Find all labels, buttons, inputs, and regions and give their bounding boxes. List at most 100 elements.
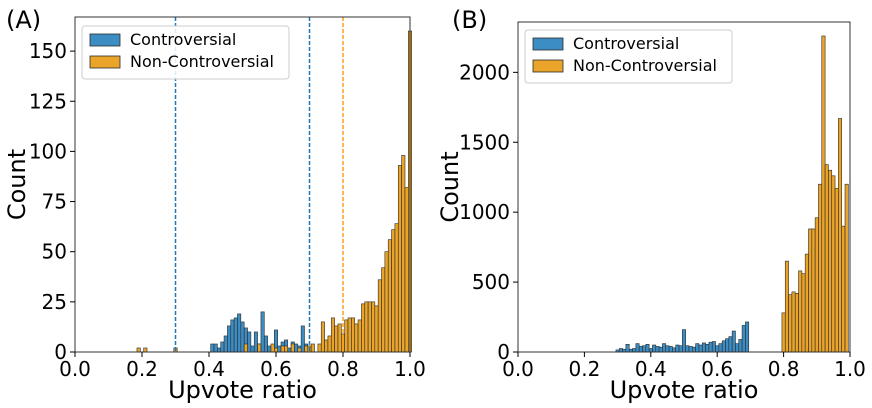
y-tick-label: 25 (42, 290, 67, 314)
x-axis-label: Upvote ratio (168, 376, 317, 404)
bar-controversial (725, 338, 730, 353)
x-tick-label: 0.2 (126, 357, 158, 381)
bar-controversial (698, 344, 703, 353)
x-tick-label: 0.2 (568, 357, 600, 381)
bar-controversial (718, 343, 723, 353)
bar-non-controversial (801, 273, 806, 353)
x-tick-label: 0.8 (327, 357, 359, 381)
x-tick-label: 0.8 (768, 357, 800, 381)
bar-controversial (695, 343, 700, 353)
bar-controversial (260, 311, 265, 353)
bar-controversial (735, 343, 740, 353)
bar-controversial (645, 344, 650, 353)
bar-controversial (638, 346, 643, 353)
x-tick-label: 1.0 (394, 357, 426, 381)
bar-controversial (678, 345, 683, 353)
bar-controversial (300, 325, 305, 353)
legend-box (81, 25, 290, 80)
bar-controversial (741, 325, 746, 353)
bar-non-controversial (781, 312, 786, 353)
x-tick-label: 0.4 (635, 357, 667, 381)
bar-non-controversial (401, 155, 406, 353)
bar-controversial (668, 346, 673, 353)
bar-non-controversial (351, 317, 356, 353)
x-axis-label: Upvote ratio (610, 376, 759, 404)
x-ticks: 0.0 0.2 0.4 0.6 0.8 1.0 (502, 352, 866, 381)
bar-controversial (287, 347, 292, 353)
bar-controversial (685, 345, 690, 353)
bar-non-controversial (297, 347, 302, 353)
bar-controversial (220, 341, 225, 353)
bar-controversial (745, 321, 750, 353)
bar-controversial (230, 319, 235, 353)
bar-non-controversial (377, 279, 382, 353)
bar-controversial (682, 329, 686, 353)
x-tick-label: 0.4 (193, 357, 225, 381)
y-tick-label: 1000 (459, 200, 510, 224)
bar-controversial (655, 346, 660, 353)
legend-box (524, 29, 733, 84)
bar-controversial (227, 325, 232, 353)
bar-non-controversial (357, 319, 362, 353)
bar-non-controversial (824, 164, 829, 353)
bar-non-controversial (327, 335, 332, 353)
bar-non-controversial (361, 303, 366, 353)
panel-label: (A) (6, 6, 41, 34)
bar-controversial (625, 344, 630, 353)
y-tick-label: 100 (29, 139, 67, 163)
bar-non-controversial (387, 239, 392, 353)
bar-controversial (213, 343, 218, 353)
bar-non-controversial (844, 183, 849, 353)
y-ticks: 0 500 1000 1500 2000 (459, 60, 518, 364)
bar-non-controversial (320, 321, 325, 353)
bar-controversial (247, 331, 252, 353)
bar-controversial (728, 336, 733, 353)
bar-non-controversial (381, 267, 386, 353)
x-tick-label: 0.0 (59, 357, 91, 381)
x-ticks: 0.0 0.2 0.4 0.6 0.8 1.0 (59, 352, 426, 381)
legend-swatch-controversial (532, 37, 564, 51)
legend-label-non-controversial: Non-Controversial (573, 56, 717, 75)
bar-controversial (672, 347, 677, 353)
bar-non-controversial (354, 323, 359, 353)
histogram-bars (615, 35, 849, 353)
bar-non-controversial (811, 228, 816, 353)
bar-non-controversial (347, 317, 352, 353)
bar-non-controversial (828, 169, 833, 353)
legend-swatch-controversial (89, 33, 121, 47)
bar-non-controversial (143, 347, 148, 353)
bar-controversial (705, 344, 710, 353)
bar-non-controversial (391, 229, 396, 353)
bar-controversial (665, 345, 670, 353)
bar-controversial (210, 343, 215, 353)
bar-non-controversial (280, 345, 285, 353)
bar-non-controversial (791, 291, 796, 353)
bar-controversial (618, 348, 623, 353)
bar-controversial (217, 347, 222, 353)
bar-controversial (277, 345, 282, 353)
bar-controversial (711, 341, 716, 353)
panel-b: (B) 0.0 0.2 0.4 0.6 0.8 1.0 0500100015002000 … (436, 6, 866, 404)
bar-controversial (738, 339, 743, 353)
bar-non-controversial (794, 292, 799, 353)
y-tick-label: 150 (29, 39, 67, 63)
bar-non-controversial (284, 345, 289, 353)
bar-controversial (721, 340, 726, 353)
bar-non-controversial (397, 165, 402, 353)
y-tick-label: 500 (472, 270, 510, 294)
bar-non-controversial (831, 175, 836, 353)
bar-controversial (233, 317, 238, 353)
bar-controversial (632, 348, 637, 353)
x-tick-label: 0.6 (701, 357, 733, 381)
plot-frame (74, 16, 411, 353)
bar-controversial (691, 346, 696, 353)
bar-controversial (240, 321, 245, 353)
bar-non-controversial (814, 217, 819, 353)
bar-non-controversial (243, 343, 248, 353)
legend-label-non-controversial: Non-Controversial (130, 52, 274, 71)
bar-controversial (688, 346, 693, 353)
y-ticks: 0 25 50 75 100 125 150 (29, 39, 75, 364)
bar-non-controversial (270, 343, 275, 353)
bar-non-controversial (290, 343, 295, 353)
